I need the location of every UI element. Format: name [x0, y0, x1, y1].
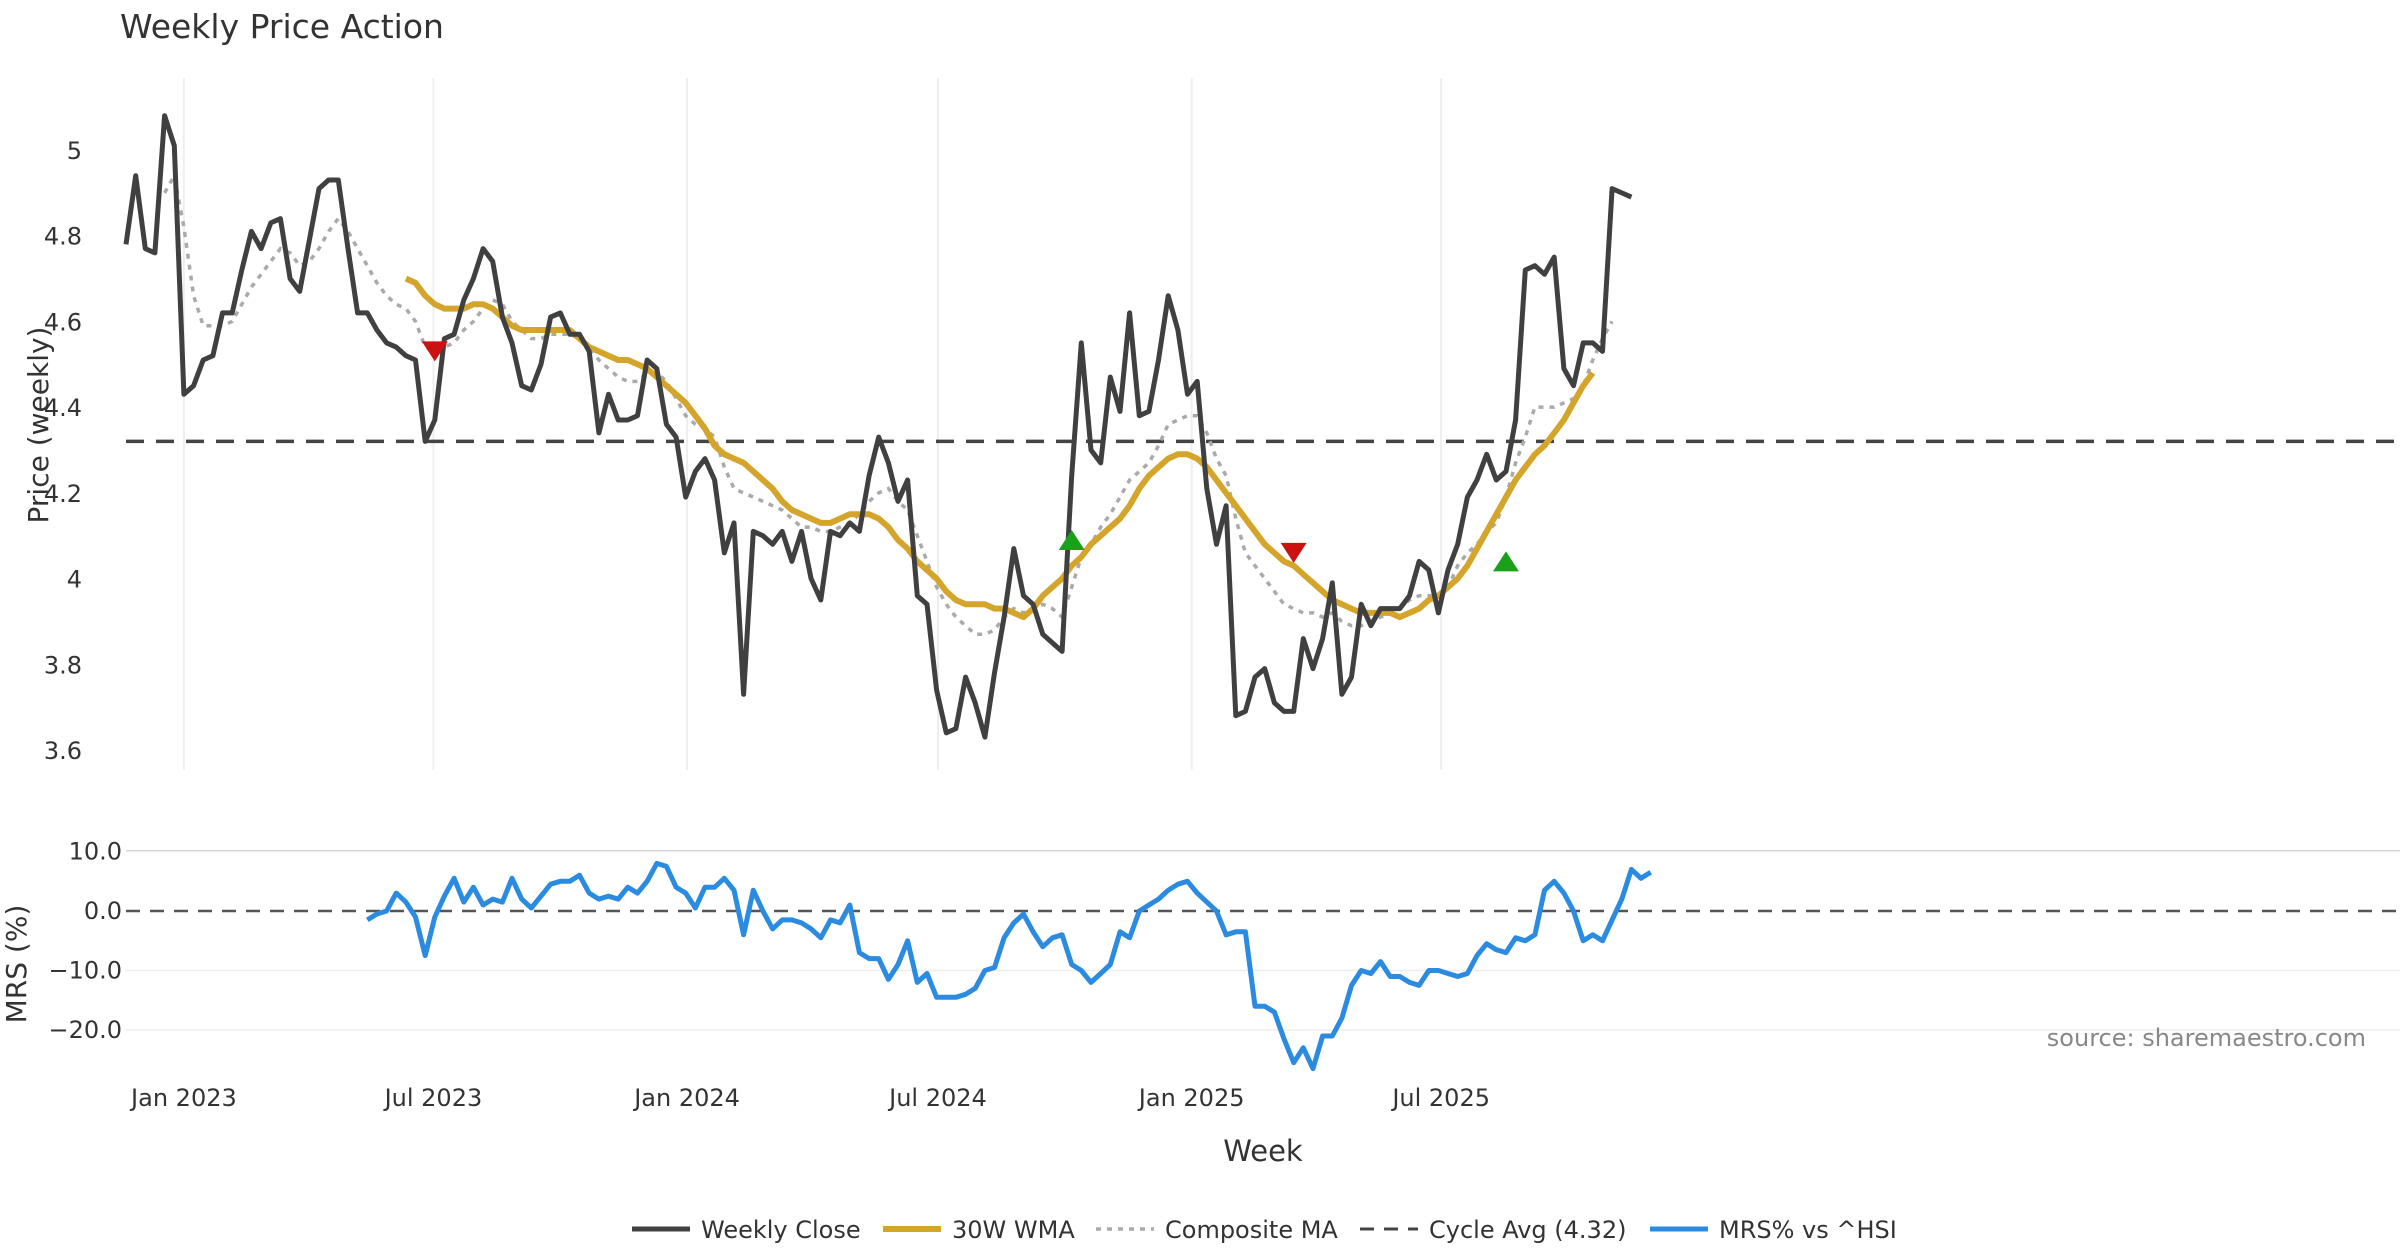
- price-tick-label: 4.2: [44, 480, 82, 508]
- mrs-y-label: MRS (%): [0, 905, 33, 1024]
- x-tick-label: Jul 2024: [887, 1084, 987, 1112]
- signal-markers: [421, 341, 1519, 572]
- mrs-line: [365, 860, 1653, 1072]
- x-ticks: Jan 2023 Jul 2023 Jan 2024 Jul 2024 Jan 2025…: [129, 1084, 1490, 1112]
- mrs-tick-label: −10.0: [48, 957, 122, 985]
- price-tick-label: 5: [67, 137, 82, 165]
- legend-label: Composite MA: [1165, 1216, 1338, 1244]
- price-tick-label: 4.4: [44, 394, 82, 422]
- legend: Weekly Close 30W WMA Composite MA Cycle …: [632, 1216, 1897, 1244]
- x-tick-label: Jan 2023: [129, 1084, 237, 1112]
- chart-title: Weekly Price Action: [120, 7, 444, 46]
- legend-item-wma: 30W WMA: [883, 1216, 1075, 1244]
- wma-30-line: [404, 275, 1596, 621]
- x-tick-label: Jan 2025: [1137, 1084, 1245, 1112]
- legend-item-weekly-close: Weekly Close: [632, 1216, 861, 1244]
- mrs-grid: [126, 850, 2400, 1031]
- price-tick-label: 3.8: [44, 651, 82, 679]
- legend-label: Weekly Close: [701, 1216, 861, 1244]
- mrs-tick-label: 0.0: [84, 897, 122, 925]
- legend-item-composite: Composite MA: [1096, 1216, 1338, 1244]
- price-panel: 3.6 3.8 4 4.2 4.4 4.6 4.8 5 Price (weekly): [22, 78, 2400, 770]
- source-label: source: sharemaestro.com: [2047, 1024, 2366, 1052]
- legend-item-cycle-avg: Cycle Avg (4.32): [1360, 1216, 1626, 1244]
- buy-signal-marker: [1492, 551, 1519, 572]
- legend-label: Cycle Avg (4.32): [1429, 1216, 1626, 1244]
- mrs-tick-label: −20.0: [48, 1016, 122, 1044]
- price-y-ticks: 3.6 3.8 4 4.2 4.4 4.6 4.8 5: [44, 137, 82, 765]
- price-y-label: Price (weekly): [22, 327, 55, 524]
- buy-signal-marker: [1058, 530, 1085, 550]
- sell-signal-marker: [1280, 542, 1307, 563]
- price-grid: [182, 78, 1443, 770]
- mrs-panel: 10.0 0.0 −10.0 −20.0 MRS (%) source: sharem…: [0, 838, 2400, 1072]
- x-tick-label: Jan 2024: [632, 1084, 740, 1112]
- price-tick-label: 4: [67, 566, 82, 594]
- price-tick-label: 4.8: [44, 223, 82, 251]
- x-tick-label: Jul 2025: [1390, 1084, 1490, 1112]
- mrs-y-ticks: 10.0 0.0 −10.0 −20.0: [48, 838, 122, 1045]
- legend-item-mrs: MRS% vs ^HSI: [1650, 1216, 1897, 1244]
- price-tick-label: 4.6: [44, 308, 82, 336]
- mrs-tick-label: 10.0: [69, 838, 122, 866]
- price-tick-label: 3.6: [44, 737, 82, 765]
- legend-label: 30W WMA: [952, 1216, 1075, 1244]
- weekly-close-line: [123, 113, 1633, 740]
- x-axis-label: Week: [1223, 1134, 1303, 1168]
- sell-signal-marker: [421, 341, 448, 362]
- legend-label: MRS% vs ^HSI: [1719, 1216, 1897, 1244]
- x-tick-label: Jul 2023: [383, 1084, 483, 1112]
